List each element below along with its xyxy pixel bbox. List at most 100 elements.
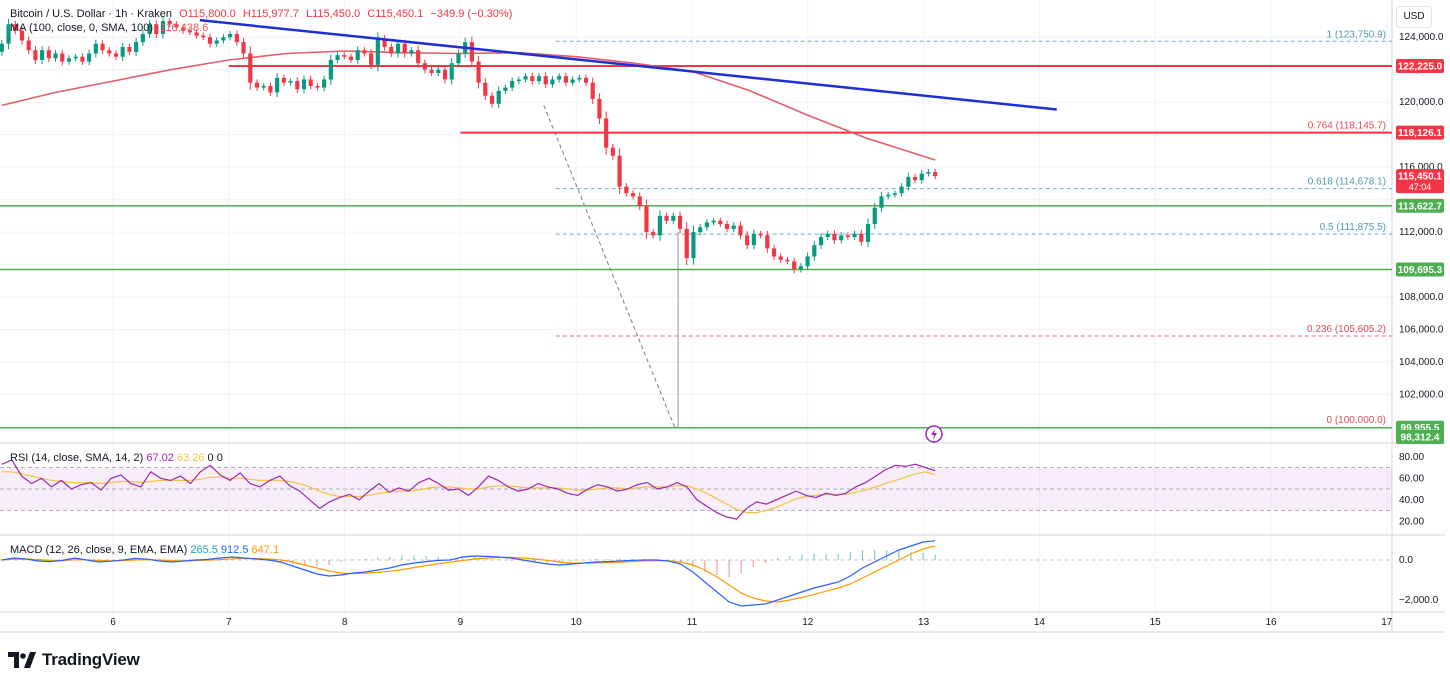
currency-button[interactable]: USD: [1396, 6, 1432, 28]
candle: [724, 220, 730, 233]
time-tick-label: 11: [687, 617, 698, 628]
candle-body: [241, 42, 246, 54]
candle: [201, 32, 206, 41]
candle-body: [308, 79, 313, 86]
candle-body: [604, 118, 609, 148]
candle: [590, 77, 595, 104]
candle: [523, 73, 528, 83]
candle-body: [731, 225, 736, 229]
candle: [557, 73, 562, 83]
candle: [503, 84, 508, 94]
candle: [489, 91, 495, 108]
pane-separators: [0, 0, 1445, 633]
candle-body: [221, 37, 226, 41]
candle-body: [751, 233, 756, 246]
candle: [691, 225, 696, 265]
rsi-pane[interactable]: RSI (14, close, SMA, 14, 2) 67.02 63.26 …: [0, 452, 1424, 528]
time-tick-label: 7: [226, 617, 232, 628]
trend-line[interactable]: [199, 18, 1057, 111]
rsi-legend-value: 67.02: [146, 452, 177, 464]
candle-body: [818, 236, 824, 246]
candle: [832, 230, 837, 244]
symbol-legend[interactable]: Bitcoin / U.S. Dollar · 1h · Kraken O115…: [10, 8, 516, 20]
price-tick-label: 108,000.0: [1399, 292, 1444, 303]
candle: [785, 256, 790, 265]
candle: [792, 257, 797, 274]
candlesticks[interactable]: [0, 16, 938, 428]
candle-body: [684, 228, 689, 259]
candle: [40, 46, 45, 65]
time-tick-label: 15: [1150, 617, 1162, 628]
candle-body: [234, 33, 239, 43]
price-axis[interactable]: 100,000.0102,000.0104,000.0106,000.0108,…: [1399, 32, 1444, 433]
candle: [221, 34, 226, 44]
time-tick-label: 6: [110, 617, 116, 628]
candle: [315, 83, 320, 91]
candle: [355, 46, 360, 65]
candle: [718, 217, 723, 228]
macd-legend-hist: 265.5: [190, 544, 221, 556]
candle-body: [13, 24, 18, 31]
candle: [275, 73, 280, 98]
candle-body: [691, 232, 696, 259]
resistance-price-label: 122,225.0: [1398, 62, 1443, 73]
candle: [516, 76, 521, 84]
candle: [66, 55, 72, 65]
macd-pane[interactable]: MACD (12, 26, close, 9, EMA, EMA) 265.5 …: [0, 540, 1439, 607]
candle-body: [207, 37, 213, 44]
candle-body: [442, 69, 448, 80]
candle-body: [261, 85, 266, 88]
candle: [684, 221, 689, 266]
candle: [134, 38, 139, 56]
candle: [295, 77, 300, 94]
candle: [550, 76, 555, 88]
candle-body: [563, 76, 568, 83]
candle: [469, 36, 474, 68]
candle: [53, 50, 58, 62]
candle-body: [147, 24, 152, 34]
candle-body: [711, 220, 716, 223]
candle-body: [617, 155, 622, 187]
candle-body: [6, 24, 11, 44]
candle-body: [570, 79, 575, 83]
rsi-ma-line: [1, 471, 936, 514]
candle: [254, 79, 260, 91]
candle-body: [120, 46, 125, 57]
candle-body: [436, 69, 441, 73]
candle: [778, 253, 783, 263]
candle: [510, 77, 515, 92]
time-tick-label: 9: [458, 617, 464, 628]
candle-body: [738, 225, 743, 236]
fib-level-label: 0.236 (105,605.2): [1307, 324, 1386, 335]
time-tick-label: 13: [918, 617, 930, 628]
candle-body: [19, 30, 25, 41]
candle-body: [785, 259, 790, 262]
candle-body: [745, 235, 750, 246]
candle: [328, 54, 333, 85]
ma-line: [1, 50, 936, 161]
price-tick-label: 106,000.0: [1399, 325, 1444, 336]
macd-line: [1, 540, 936, 607]
fibonacci-retracement[interactable]: 1 (123,750.9) 0.764 (118,145.7) 0.618 (114…: [543, 29, 1392, 428]
tradingview-logo[interactable]: TradingView: [8, 648, 140, 672]
candle: [751, 229, 756, 250]
support-price-label: 99,955.5: [1401, 423, 1440, 434]
candle-body: [899, 186, 904, 194]
candle-body: [87, 53, 92, 62]
candle: [154, 20, 159, 39]
current-price-label: 115,450.1: [1398, 172, 1442, 183]
horizontal-levels[interactable]: [0, 65, 1392, 429]
time-axis[interactable]: 6 7 8 9 10 11 12 13 14 15 16 17: [110, 617, 1393, 628]
candle: [933, 168, 938, 180]
candle: [617, 148, 622, 194]
candle-body: [852, 233, 857, 237]
candle-body: [798, 266, 803, 270]
candle-body: [449, 63, 454, 80]
time-tick-label: 12: [802, 617, 814, 628]
ma-legend[interactable]: MA (100, close, 0, SMA, 100) 116,438.6: [10, 22, 212, 34]
candle-body: [93, 43, 98, 54]
candle: [449, 58, 454, 85]
fib-level-label: 0.618 (114,678.1): [1308, 177, 1386, 188]
candle-body: [637, 196, 642, 207]
